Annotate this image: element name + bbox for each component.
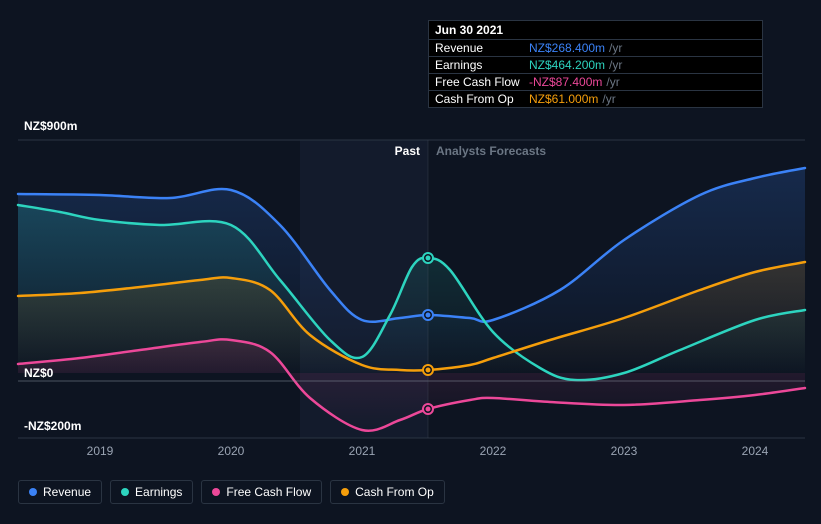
forecast-label: Analysts Forecasts	[436, 144, 546, 158]
legend-label: Free Cash Flow	[226, 485, 311, 499]
legend-item[interactable]: Cash From Op	[330, 480, 445, 504]
tooltip-row: Earnings NZ$464.200m /yr	[429, 56, 762, 73]
x-axis-year-label: 2023	[611, 444, 638, 458]
x-axis-year-label: 2022	[480, 444, 507, 458]
tooltip-row: Cash From Op NZ$61.000m /yr	[429, 90, 762, 107]
x-axis-year-label: 2020	[218, 444, 245, 458]
legend-item[interactable]: Free Cash Flow	[201, 480, 322, 504]
past-label: Past	[395, 144, 420, 158]
x-axis-year-label: 2019	[87, 444, 114, 458]
tooltip-row: Free Cash Flow -NZ$87.400m /yr	[429, 73, 762, 90]
tooltip-metric-unit: /yr	[605, 58, 630, 72]
financial-chart: NZ$900m NZ$0 -NZ$200m 2019 2020 2021 2022 2023 2…	[0, 0, 821, 524]
legend-label: Cash From Op	[355, 485, 434, 499]
legend-dot	[29, 488, 37, 496]
legend-label: Earnings	[135, 485, 182, 499]
legend-label: Revenue	[43, 485, 91, 499]
tooltip-row: Revenue NZ$268.400m /yr	[429, 39, 762, 56]
tooltip-metric-label: Cash From Op	[429, 92, 529, 106]
tooltip-metric-value: NZ$268.400m	[529, 41, 605, 55]
tooltip-metric-unit: /yr	[598, 92, 623, 106]
y-axis-lower-label: -NZ$200m	[24, 419, 81, 433]
data-tooltip: Jun 30 2021 Revenue NZ$268.400m /yr Earn…	[428, 20, 763, 108]
tooltip-metric-label: Earnings	[429, 58, 529, 72]
legend-dot	[341, 488, 349, 496]
y-axis-zero-label: NZ$0	[24, 366, 54, 380]
tooltip-metric-unit: /yr	[602, 75, 627, 89]
legend-dot	[121, 488, 129, 496]
legend-item[interactable]: Revenue	[18, 480, 102, 504]
legend-dot	[212, 488, 220, 496]
tooltip-metric-value: NZ$464.200m	[529, 58, 605, 72]
legend: Revenue Earnings Free Cash Flow Cash From O…	[18, 480, 445, 504]
tooltip-date: Jun 30 2021	[429, 23, 529, 37]
tooltip-metric-label: Free Cash Flow	[429, 75, 529, 89]
tooltip-metric-label: Revenue	[429, 41, 529, 55]
y-axis-upper-label: NZ$900m	[24, 119, 77, 133]
tooltip-metric-value: -NZ$87.400m	[529, 75, 602, 89]
legend-item[interactable]: Earnings	[110, 480, 193, 504]
tooltip-metric-unit: /yr	[605, 41, 630, 55]
x-axis-year-label: 2021	[349, 444, 376, 458]
x-axis-year-label: 2024	[742, 444, 769, 458]
tooltip-metric-value: NZ$61.000m	[529, 92, 598, 106]
